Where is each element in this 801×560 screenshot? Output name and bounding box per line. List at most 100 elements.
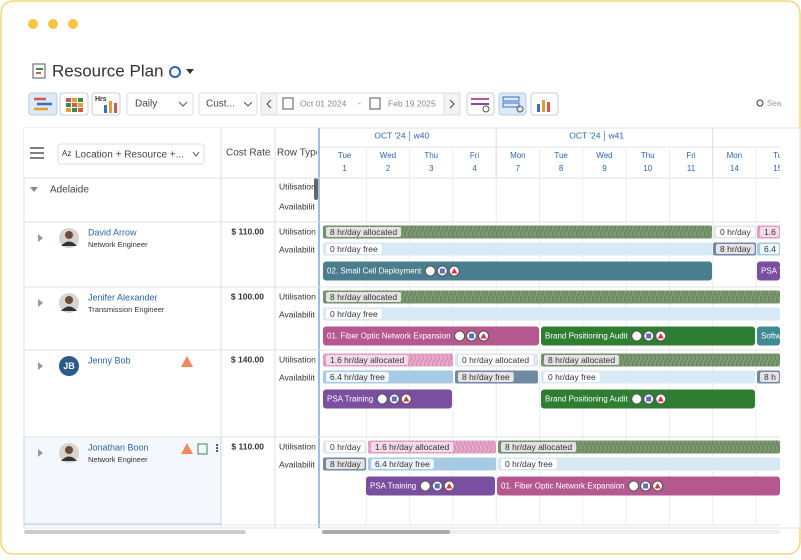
task-icon[interactable] bbox=[376, 393, 388, 405]
task-icon-triangle bbox=[654, 483, 661, 489]
task-bar[interactable] bbox=[757, 326, 780, 346]
task-bar[interactable] bbox=[323, 261, 712, 281]
more-icon[interactable]: ⋮ bbox=[212, 444, 222, 455]
day-of-week: Fri bbox=[686, 151, 696, 160]
availability-bar-label-bg bbox=[716, 244, 755, 254]
avatar-body bbox=[61, 456, 77, 461]
window-dot bbox=[68, 19, 78, 29]
warning-icon bbox=[181, 443, 193, 454]
scrollbars bbox=[24, 530, 780, 534]
task-icon-triangle bbox=[657, 396, 664, 402]
task-icon-square bbox=[469, 333, 475, 339]
avatar-body bbox=[61, 241, 77, 246]
row-type-cell: Utilisation Availabilit bbox=[279, 226, 316, 254]
end-date[interactable]: Feb 19 2025 bbox=[388, 98, 436, 108]
day-date: 10 bbox=[643, 164, 652, 173]
date-separator: - bbox=[358, 98, 361, 108]
edit-icon[interactable] bbox=[197, 443, 208, 455]
expand-all-icon[interactable] bbox=[30, 147, 44, 159]
task-icon[interactable] bbox=[424, 265, 436, 277]
row-scrollbar[interactable] bbox=[314, 178, 318, 200]
utilisation-bar-label: 8 hr/day allocated bbox=[330, 292, 397, 302]
row-type-cell: Utilisation Availabilit bbox=[279, 441, 316, 469]
availability-bar-label: 0 hr/day free bbox=[548, 372, 596, 382]
sort-icon: Az bbox=[62, 149, 71, 158]
availability-bar-label-bg bbox=[544, 372, 600, 382]
task-label: PSA Training bbox=[370, 482, 416, 491]
day-of-week: Thu bbox=[641, 151, 655, 160]
timeline-scrollbar[interactable] bbox=[322, 530, 450, 534]
resource-role: Network Engineer bbox=[88, 240, 148, 249]
next-button[interactable] bbox=[443, 92, 461, 116]
row-type: Utilisation bbox=[279, 291, 316, 301]
expand-arrow[interactable] bbox=[38, 299, 43, 307]
column-header: Cost Rate bbox=[226, 148, 271, 159]
window-dot bbox=[28, 19, 38, 29]
task-label: 01. Fiber Optic Network Expansion bbox=[327, 332, 451, 341]
day-of-week: Tu bbox=[773, 151, 782, 160]
week-number: w41 bbox=[607, 130, 624, 140]
prev-button[interactable] bbox=[260, 92, 278, 116]
day-of-week: Tue bbox=[554, 151, 568, 160]
row-type: Utilisation bbox=[279, 441, 316, 451]
range-dropdown[interactable] bbox=[198, 92, 258, 116]
task-icon[interactable] bbox=[628, 480, 640, 492]
cost-rate: $ 140.00 bbox=[231, 354, 264, 364]
page-title: Resource Plan bbox=[52, 61, 164, 80]
resource-name[interactable]: David Arrow bbox=[88, 227, 137, 237]
task-icon-square bbox=[391, 396, 397, 402]
view-dropdown[interactable] bbox=[126, 92, 194, 116]
column-header: Row Type bbox=[277, 148, 322, 159]
day-date: 4 bbox=[472, 164, 477, 173]
caret bbox=[243, 101, 253, 107]
task-label: Softw bbox=[761, 332, 781, 341]
left-scrollbar[interactable] bbox=[24, 530, 246, 534]
utilisation-bar-label: 8 hr/day allocated bbox=[330, 227, 397, 237]
expand-arrow[interactable] bbox=[38, 362, 43, 370]
day-of-week: Mon bbox=[727, 151, 743, 160]
task-icon[interactable] bbox=[631, 330, 643, 342]
settings-caret[interactable] bbox=[186, 69, 194, 74]
task-bar[interactable] bbox=[757, 261, 780, 281]
plan-icon bbox=[32, 63, 46, 79]
task-icon-square bbox=[646, 396, 652, 402]
day-of-week: Fri bbox=[470, 151, 480, 160]
expand-arrow[interactable] bbox=[38, 449, 43, 457]
availability-bar-label: 8 hr/day bbox=[720, 244, 751, 254]
task-icon[interactable] bbox=[419, 480, 431, 492]
resource-name[interactable]: Jonathan Boon bbox=[88, 442, 149, 452]
availability-bar-label-bg bbox=[371, 459, 434, 469]
utilisation-bar-label-bg bbox=[458, 355, 534, 365]
timeline: Tue 1 Wed 2 Thu 3 Fri 4 Mon 7 Tue 8 Wed 9 Thu 10 Fri 11 Mo… bbox=[320, 128, 782, 525]
row-type-cell: Utilisation Availabilit bbox=[279, 354, 316, 382]
utilisation-bar-label: 0 hr/day bbox=[720, 227, 751, 237]
settings-button[interactable] bbox=[169, 66, 181, 78]
availability-bar-label-bg bbox=[458, 372, 514, 382]
availability-bar-label-bg bbox=[760, 244, 779, 254]
group-by-dropdown[interactable] bbox=[57, 143, 205, 165]
task-icon[interactable] bbox=[631, 393, 643, 405]
task-icon[interactable] bbox=[454, 330, 466, 342]
row-type-cell: Utilisation Availabilit bbox=[279, 181, 316, 211]
caret bbox=[192, 151, 200, 157]
resource-name[interactable]: Jenifer Alexander bbox=[88, 292, 158, 302]
range-dropdown-label: Cust... bbox=[206, 99, 235, 110]
task-label: PSA Training bbox=[327, 395, 373, 404]
day-of-week: Mon bbox=[510, 151, 526, 160]
expand-arrow[interactable] bbox=[38, 234, 43, 242]
utilisation-bar-label-bg bbox=[326, 442, 365, 452]
avatar-head bbox=[65, 231, 73, 239]
resource-name[interactable]: Jenny Bob bbox=[88, 355, 131, 365]
availability-bar bbox=[323, 242, 712, 256]
resource-role: Transmission Engineer bbox=[88, 305, 165, 314]
start-date[interactable]: Oct 01 2024 bbox=[300, 98, 347, 108]
task-icon-square bbox=[434, 483, 440, 489]
task-label: Brand Positioning Audit bbox=[545, 332, 629, 341]
hours-button[interactable] bbox=[91, 92, 121, 116]
week-number: w40 bbox=[413, 130, 430, 140]
day-of-week: Wed bbox=[380, 151, 396, 160]
search-input[interactable]: Sea bbox=[767, 99, 782, 108]
collapse-arrow[interactable] bbox=[30, 187, 38, 192]
